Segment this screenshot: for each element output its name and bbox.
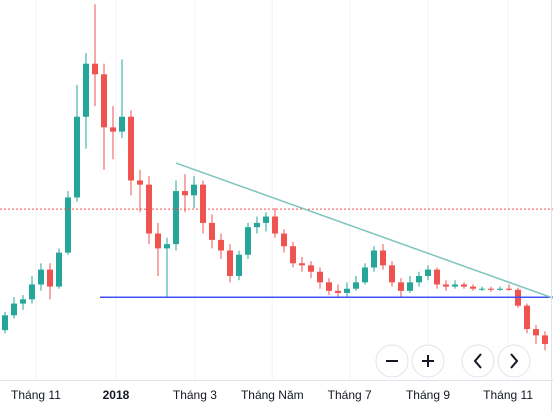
x-tick-label: Tháng Năm	[241, 388, 304, 402]
candle-body	[137, 180, 144, 185]
candle-body	[190, 184, 197, 196]
drawing-line	[175, 162, 553, 299]
candle-body	[451, 284, 458, 287]
candle-body	[487, 288, 494, 290]
candle-body	[163, 244, 170, 249]
candle-body	[496, 288, 503, 290]
candle-body	[181, 191, 188, 196]
x-tick-label: Tháng 3	[173, 388, 217, 402]
candle-body	[217, 239, 224, 251]
candle-body	[235, 254, 242, 276]
plot	[0, 4, 553, 351]
zoom-in-button[interactable]	[411, 344, 445, 378]
candle-body	[478, 288, 485, 290]
candle-body	[307, 265, 314, 272]
scroll-right-button[interactable]	[497, 344, 531, 378]
zoom-out-button[interactable]	[375, 344, 409, 378]
candle-body	[262, 216, 269, 223]
candle-body	[74, 116, 81, 198]
scroll-left-button[interactable]	[461, 344, 495, 378]
candle-body	[155, 233, 161, 249]
candle-body	[523, 305, 530, 330]
x-tick-label: Tháng 11	[11, 388, 61, 402]
candle-body	[11, 303, 18, 316]
candle-body	[110, 127, 117, 132]
candle-body	[388, 265, 395, 283]
candle-body	[29, 284, 36, 300]
candle-body	[226, 250, 233, 276]
candle-body	[415, 275, 422, 283]
candle-body	[469, 286, 476, 289]
candle-body	[128, 116, 135, 181]
candle-body	[2, 315, 9, 331]
candle-body	[397, 282, 404, 291]
candle-body	[433, 269, 440, 285]
candle-body	[379, 250, 386, 266]
candle-body	[47, 269, 54, 287]
x-tick-label: Tháng 7	[328, 388, 372, 402]
candle-body	[442, 284, 449, 287]
x-axis: Tháng 11 2018 Tháng 3 Tháng Năm Tháng 7 Tháng…	[11, 388, 533, 402]
candle-body	[65, 197, 72, 253]
candle-body	[38, 269, 45, 285]
candle-body	[361, 267, 368, 283]
x-tick-label: Tháng 9	[406, 388, 450, 402]
candle-body	[424, 269, 431, 276]
candle-body	[325, 282, 332, 291]
candle-body	[119, 116, 126, 132]
candle-body	[199, 184, 206, 223]
candle-body	[343, 288, 350, 293]
candle-body	[352, 282, 359, 289]
candle-body	[532, 329, 539, 336]
candle-body	[253, 222, 260, 228]
candle-body	[541, 335, 548, 344]
candle-body	[271, 216, 278, 234]
candle-body	[334, 290, 341, 293]
candle-body	[298, 263, 305, 266]
candle-body	[172, 191, 179, 245]
x-tick-label: 2018	[103, 388, 130, 402]
candle-body	[280, 233, 287, 247]
candle-body	[208, 222, 215, 240]
candle-body	[92, 63, 99, 75]
candle-body	[460, 284, 467, 287]
candle-body	[406, 282, 413, 291]
candle-body	[101, 74, 108, 128]
candle-body	[289, 246, 296, 264]
candle-body	[370, 250, 377, 268]
candle-body	[20, 299, 27, 304]
candle-body	[83, 63, 90, 117]
candle-body	[56, 252, 63, 287]
candle-body	[505, 288, 512, 290]
candle-body	[316, 271, 323, 283]
candle-body	[244, 227, 251, 255]
x-tick-label: Tháng 11	[483, 388, 533, 402]
